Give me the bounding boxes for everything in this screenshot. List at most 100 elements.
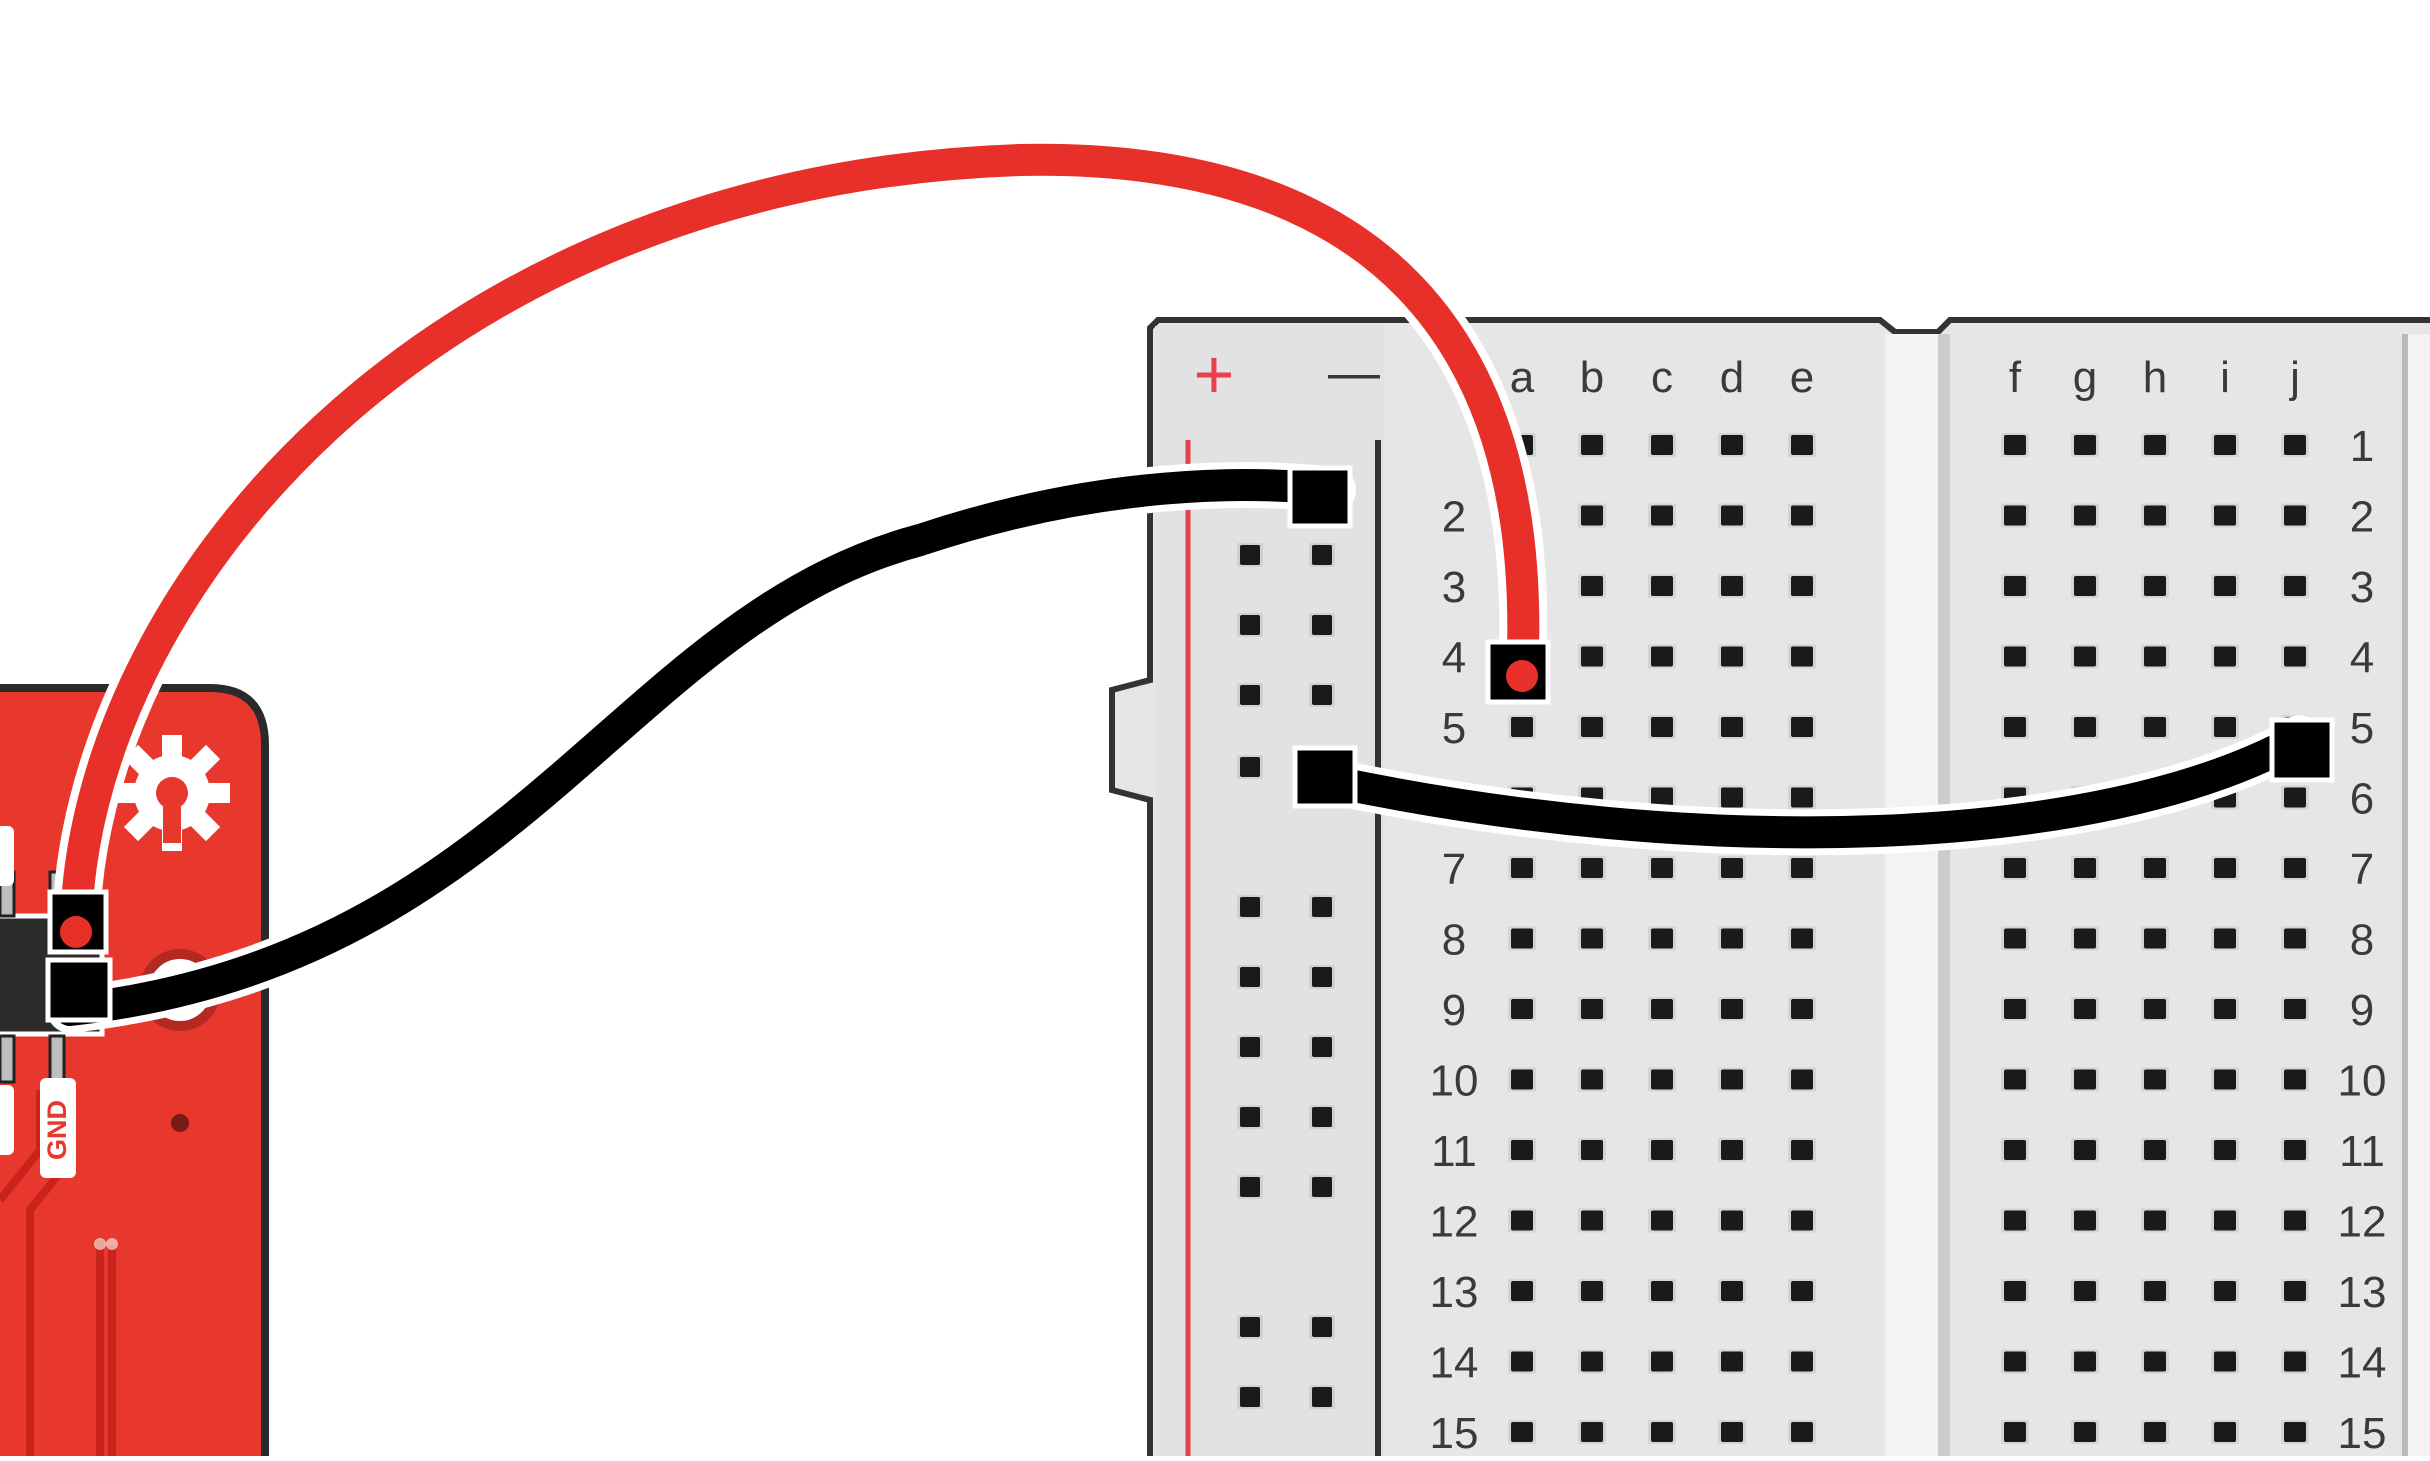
hole-a15 [1511,1422,1533,1442]
hole-g2 [2074,505,2096,526]
hole-e9 [1791,999,1813,1019]
hole-f1 [2004,435,2026,455]
hole-e1 [1791,435,1813,455]
hole-a8 [1511,928,1533,949]
hole-b4 [1581,646,1603,667]
black-wire-gnd [45,462,1356,1033]
column-label-a: a [1510,353,1535,402]
hole-j8 [2284,928,2306,949]
column-label-d: d [1720,353,1744,402]
hole-i1 [2214,435,2236,455]
hole-b13 [1581,1281,1603,1301]
wire-end-cap [2269,717,2335,783]
hole-i7 [2214,858,2236,878]
column-label-h: h [2143,353,2167,402]
hole-b5 [1581,717,1603,737]
header-pin [48,1034,66,1084]
hole-h1 [2144,435,2166,455]
hole-e8 [1791,928,1813,949]
rail-hole [1240,615,1260,635]
rail-hole [1240,1387,1260,1407]
row-label-right-10: 10 [2338,1057,2387,1106]
hole-d1 [1721,435,1743,455]
pin-label-box [0,826,14,886]
center-channel-shadow [1938,334,1950,1461]
column-label-f: f [2009,353,2022,402]
hole-c9 [1651,999,1673,1019]
hole-g8 [2074,928,2096,949]
hole-g12 [2074,1210,2096,1231]
hole-g4 [2074,646,2096,667]
rail-hole [1312,685,1332,705]
hole-f2 [2004,505,2026,526]
hole-c12 [1651,1210,1673,1231]
hole-i8 [2214,928,2236,949]
rail-hole [1240,1177,1260,1197]
hole-c8 [1651,928,1673,949]
hole-a9 [1511,999,1533,1019]
hole-i4 [2214,646,2236,667]
hole-g7 [2074,858,2096,878]
hole-g14 [2074,1351,2096,1372]
hole-c10 [1651,1069,1673,1090]
hole-i9 [2214,999,2236,1019]
hole-h10 [2144,1069,2166,1090]
rail-hole [1312,897,1332,917]
hole-c2 [1651,505,1673,526]
hole-b2 [1581,505,1603,526]
hole-j3 [2284,576,2306,596]
hole-b14 [1581,1351,1603,1372]
hole-g1 [2074,435,2096,455]
pin-label-box [0,1085,14,1155]
hole-i3 [2214,576,2236,596]
row-label-right-6: 6 [2350,775,2374,824]
hole-f14 [2004,1351,2026,1372]
wire-tip [60,916,92,948]
hole-d12 [1721,1210,1743,1231]
hole-a11 [1511,1140,1533,1160]
hole-d10 [1721,1069,1743,1090]
row-label-right-5: 5 [2350,704,2374,753]
row-label-left-15: 15 [1430,1409,1479,1456]
hole-b1 [1581,435,1603,455]
hole-d14 [1721,1351,1743,1372]
row-label-right-8: 8 [2350,916,2374,965]
hole-d3 [1721,576,1743,596]
hole-h12 [2144,1210,2166,1231]
board-body [0,684,269,1461]
board-via [94,1238,106,1250]
rail-hole [1312,967,1332,987]
rail-hole [1240,897,1260,917]
hole-a12 [1511,1210,1533,1231]
hole-h3 [2144,576,2166,596]
hole-a14 [1511,1351,1533,1372]
hole-f12 [2004,1210,2026,1231]
row-label-right-12: 12 [2338,1198,2387,1247]
breadboard-holes [1508,433,2309,1444]
hole-c15 [1651,1422,1673,1442]
hole-h11 [2144,1140,2166,1160]
hole-b7 [1581,858,1603,878]
hole-b11 [1581,1140,1603,1160]
wire-end-cap [45,957,113,1023]
row-label-left-9: 9 [1442,986,1466,1035]
hole-f8 [2004,928,2026,949]
hole-d9 [1721,999,1743,1019]
hole-d15 [1721,1422,1743,1442]
black-wire-bridge [1292,715,2335,856]
hole-g3 [2074,576,2096,596]
hole-e7 [1791,858,1813,878]
hole-f9 [2004,999,2026,1019]
hole-i12 [2214,1210,2236,1231]
hole-j14 [2284,1351,2306,1372]
hole-c14 [1651,1351,1673,1372]
hole-h5 [2144,717,2166,737]
hole-e13 [1791,1281,1813,1301]
row-label-right-9: 9 [2350,986,2374,1035]
hole-d4 [1721,646,1743,667]
row-label-left-13: 13 [1430,1268,1479,1317]
hole-j13 [2284,1281,2306,1301]
hole-j4 [2284,646,2306,667]
center-channel [1885,334,1945,1461]
